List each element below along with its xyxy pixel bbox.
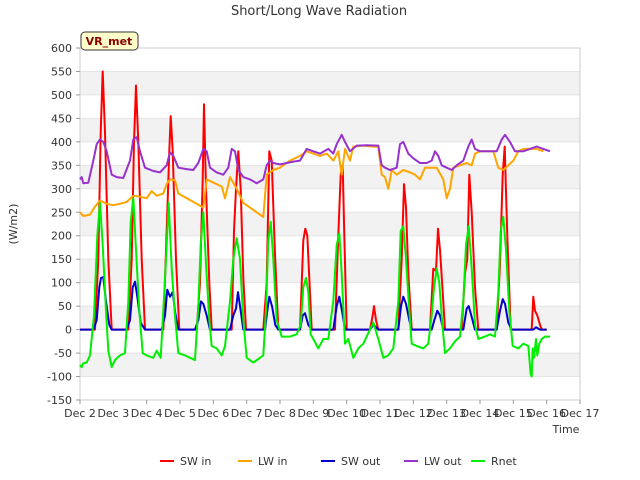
x-tick-label: Dec 6 — [197, 407, 229, 420]
grid-band — [80, 71, 580, 95]
grid-band — [80, 353, 580, 377]
y-tick-label: 400 — [51, 136, 72, 149]
legend-label-lw-out: LW out — [424, 455, 462, 468]
x-tick-label: Dec 8 — [264, 407, 296, 420]
x-tick-label: Dec 5 — [164, 407, 196, 420]
x-axis: Dec 2 Dec 3 Dec 4 Dec 5 Dec 6 Dec 7 Dec 8 Dec 9… — [64, 400, 599, 420]
x-tick-label: Dec 12 — [394, 407, 433, 420]
series-line-rnet — [79, 197, 550, 378]
x-tick-label: Dec 11 — [361, 407, 400, 420]
site-label: VR_met — [86, 35, 133, 48]
x-tick-label: Dec 14 — [461, 407, 500, 420]
series-line-sw-in — [80, 70, 547, 331]
plot-area — [79, 47, 581, 401]
y-tick-label: 550 — [51, 65, 72, 78]
legend-label-sw-in: SW in — [180, 455, 211, 468]
grid-band — [80, 118, 580, 142]
y-tick-label: 500 — [51, 89, 72, 102]
x-tick-label: Dec 7 — [231, 407, 263, 420]
x-axis-title: Time — [552, 423, 580, 436]
site-label-box: VR_met — [80, 31, 139, 51]
x-tick-label: Dec 13 — [427, 407, 466, 420]
series-line-lw-out — [79, 133, 551, 185]
x-tick-label: Dec 9 — [297, 407, 329, 420]
x-tick-label: Dec 4 — [131, 407, 163, 420]
y-axis: -150 -100 -50 0 50 100 150 200 250 300 350 400 450 50… — [47, 42, 80, 407]
legend: SW in LW in SW out LW out Rnet — [160, 455, 517, 468]
y-tick-label: 350 — [51, 159, 72, 172]
x-tick-label: Dec 16 — [527, 407, 566, 420]
series-line-lw-in — [79, 144, 544, 218]
legend-label-lw-in: LW in — [258, 455, 288, 468]
y-tick-label: 50 — [58, 300, 72, 313]
y-tick-label: 200 — [51, 230, 72, 243]
x-tick-label: Dec 10 — [327, 407, 366, 420]
x-tick-label: Dec 15 — [494, 407, 533, 420]
y-tick-label: 300 — [51, 183, 72, 196]
y-axis-title: (W/m2) — [7, 204, 20, 245]
x-tick-label: Dec 3 — [97, 407, 129, 420]
y-tick-label: 150 — [51, 253, 72, 266]
series-layer — [79, 70, 551, 378]
y-tick-label: -100 — [47, 371, 72, 384]
legend-label-sw-out: SW out — [341, 455, 381, 468]
grid-bands — [80, 47, 580, 401]
y-tick-label: 450 — [51, 112, 72, 125]
y-tick-label: 100 — [51, 277, 72, 290]
y-tick-label: 250 — [51, 206, 72, 219]
chart-title: Short/Long Wave Radiation — [231, 4, 407, 19]
legend-label-rnet: Rnet — [491, 455, 517, 468]
y-tick-label: 0 — [65, 324, 72, 337]
x-tick-label: Dec 2 — [64, 407, 96, 420]
grid-band — [80, 259, 580, 283]
x-tick-label: Dec 17 — [561, 407, 600, 420]
y-tick-label: 600 — [51, 42, 72, 55]
y-tick-label: -50 — [54, 347, 72, 360]
y-tick-label: -150 — [47, 394, 72, 407]
